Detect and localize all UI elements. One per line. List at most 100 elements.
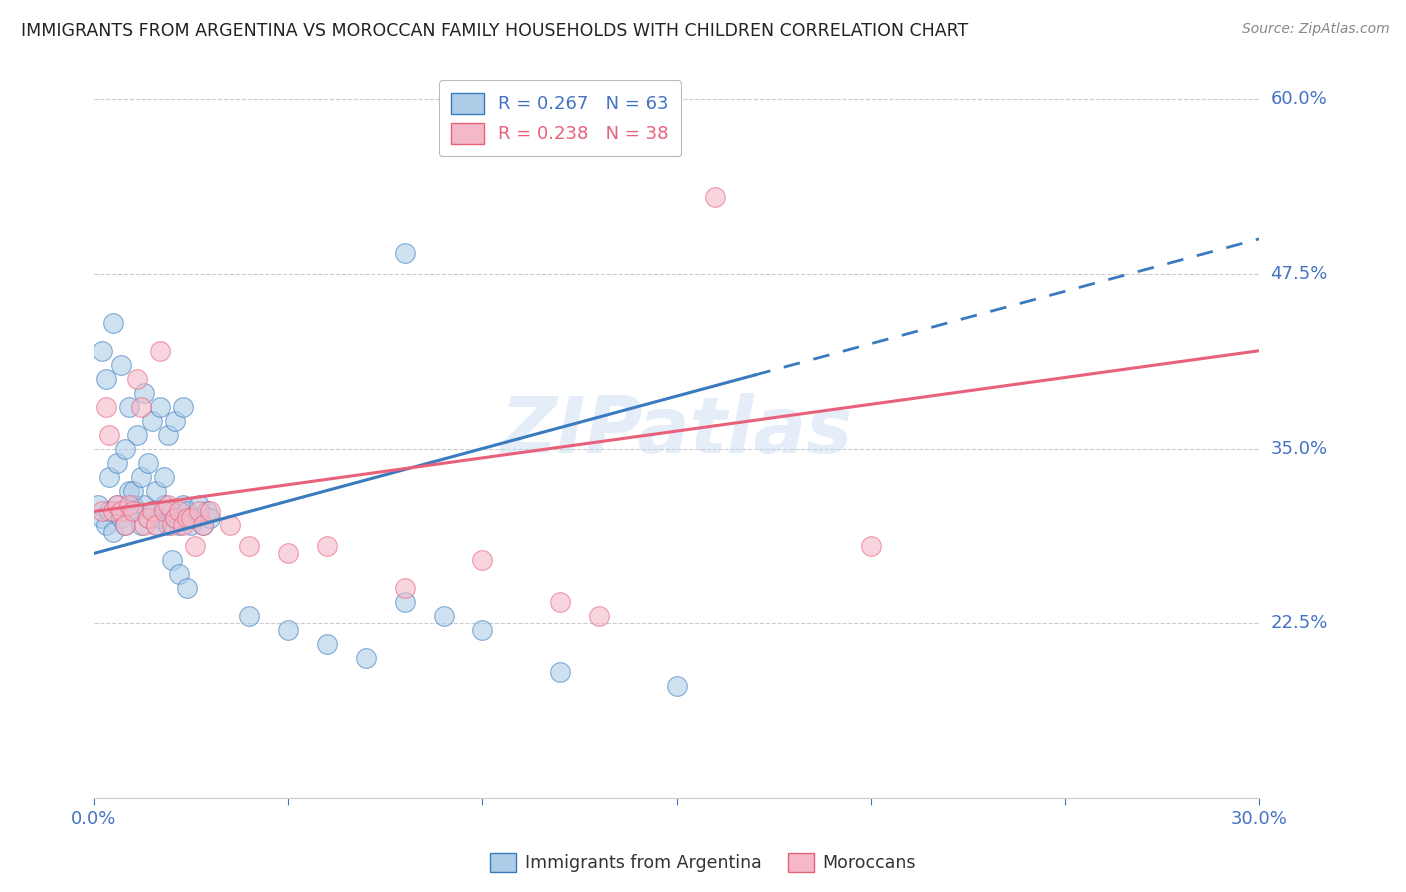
Point <box>98 427 121 442</box>
Point <box>160 518 183 533</box>
Point <box>103 504 125 518</box>
Point <box>129 400 152 414</box>
Point <box>114 518 136 533</box>
Point <box>121 498 143 512</box>
Point <box>156 518 179 533</box>
Text: 60.0%: 60.0% <box>1271 90 1327 108</box>
Point <box>125 427 148 442</box>
Point <box>94 518 117 533</box>
Point <box>141 414 163 428</box>
Point <box>316 637 339 651</box>
Point <box>129 518 152 533</box>
Point <box>277 546 299 560</box>
Point <box>145 483 167 498</box>
Point <box>665 679 688 693</box>
Point <box>149 343 172 358</box>
Point <box>471 553 494 567</box>
Point <box>548 595 571 609</box>
Point <box>184 511 207 525</box>
Point <box>277 624 299 638</box>
Point <box>118 483 141 498</box>
Point <box>129 469 152 483</box>
Point <box>153 498 176 512</box>
Point <box>238 540 260 554</box>
Text: 22.5%: 22.5% <box>1271 615 1327 632</box>
Point <box>134 385 156 400</box>
Point <box>172 400 194 414</box>
Point <box>200 504 222 518</box>
Point <box>160 504 183 518</box>
Point <box>191 518 214 533</box>
Point <box>103 316 125 330</box>
Point <box>103 525 125 540</box>
Point <box>165 414 187 428</box>
Point <box>141 504 163 518</box>
Point <box>195 504 218 518</box>
Point <box>354 651 377 665</box>
Text: Source: ZipAtlas.com: Source: ZipAtlas.com <box>1241 22 1389 37</box>
Point <box>432 609 454 624</box>
Point <box>134 518 156 533</box>
Point <box>118 498 141 512</box>
Text: IMMIGRANTS FROM ARGENTINA VS MOROCCAN FAMILY HOUSEHOLDS WITH CHILDREN CORRELATIO: IMMIGRANTS FROM ARGENTINA VS MOROCCAN FA… <box>21 22 969 40</box>
Point <box>187 504 209 518</box>
Point <box>114 442 136 456</box>
Point <box>134 498 156 512</box>
Point <box>90 504 112 518</box>
Point <box>859 540 882 554</box>
Point <box>704 190 727 204</box>
Point <box>125 504 148 518</box>
Point <box>141 504 163 518</box>
Point <box>145 518 167 533</box>
Point <box>136 511 159 525</box>
Point <box>471 624 494 638</box>
Point <box>105 498 128 512</box>
Point <box>172 518 194 533</box>
Point <box>136 456 159 470</box>
Point <box>172 498 194 512</box>
Point <box>110 511 132 525</box>
Legend: R = 0.267   N = 63, R = 0.238   N = 38: R = 0.267 N = 63, R = 0.238 N = 38 <box>439 80 682 156</box>
Point <box>145 518 167 533</box>
Point <box>394 245 416 260</box>
Point <box>105 498 128 512</box>
Point <box>149 400 172 414</box>
Point <box>118 400 141 414</box>
Point <box>153 504 176 518</box>
Point <box>98 504 121 518</box>
Point <box>94 372 117 386</box>
Point <box>176 582 198 596</box>
Point <box>169 504 191 518</box>
Point <box>121 504 143 518</box>
Point <box>125 372 148 386</box>
Point <box>588 609 610 624</box>
Text: 47.5%: 47.5% <box>1271 265 1327 283</box>
Point <box>169 567 191 582</box>
Point <box>110 358 132 372</box>
Point <box>548 665 571 680</box>
Point <box>156 498 179 512</box>
Point <box>87 498 110 512</box>
Point <box>316 540 339 554</box>
Point <box>394 582 416 596</box>
Point <box>136 511 159 525</box>
Point <box>176 504 198 518</box>
Point <box>200 511 222 525</box>
Point <box>394 595 416 609</box>
Legend: Immigrants from Argentina, Moroccans: Immigrants from Argentina, Moroccans <box>484 846 922 879</box>
Point <box>187 498 209 512</box>
Point <box>121 483 143 498</box>
Text: 35.0%: 35.0% <box>1271 440 1327 458</box>
Point <box>114 518 136 533</box>
Point <box>156 427 179 442</box>
Point <box>219 518 242 533</box>
Point <box>184 540 207 554</box>
Point <box>160 553 183 567</box>
Point <box>165 511 187 525</box>
Point <box>165 511 187 525</box>
Point <box>169 518 191 533</box>
Point <box>110 504 132 518</box>
Point <box>90 511 112 525</box>
Text: ZIPatlas: ZIPatlas <box>501 393 852 469</box>
Point <box>94 400 117 414</box>
